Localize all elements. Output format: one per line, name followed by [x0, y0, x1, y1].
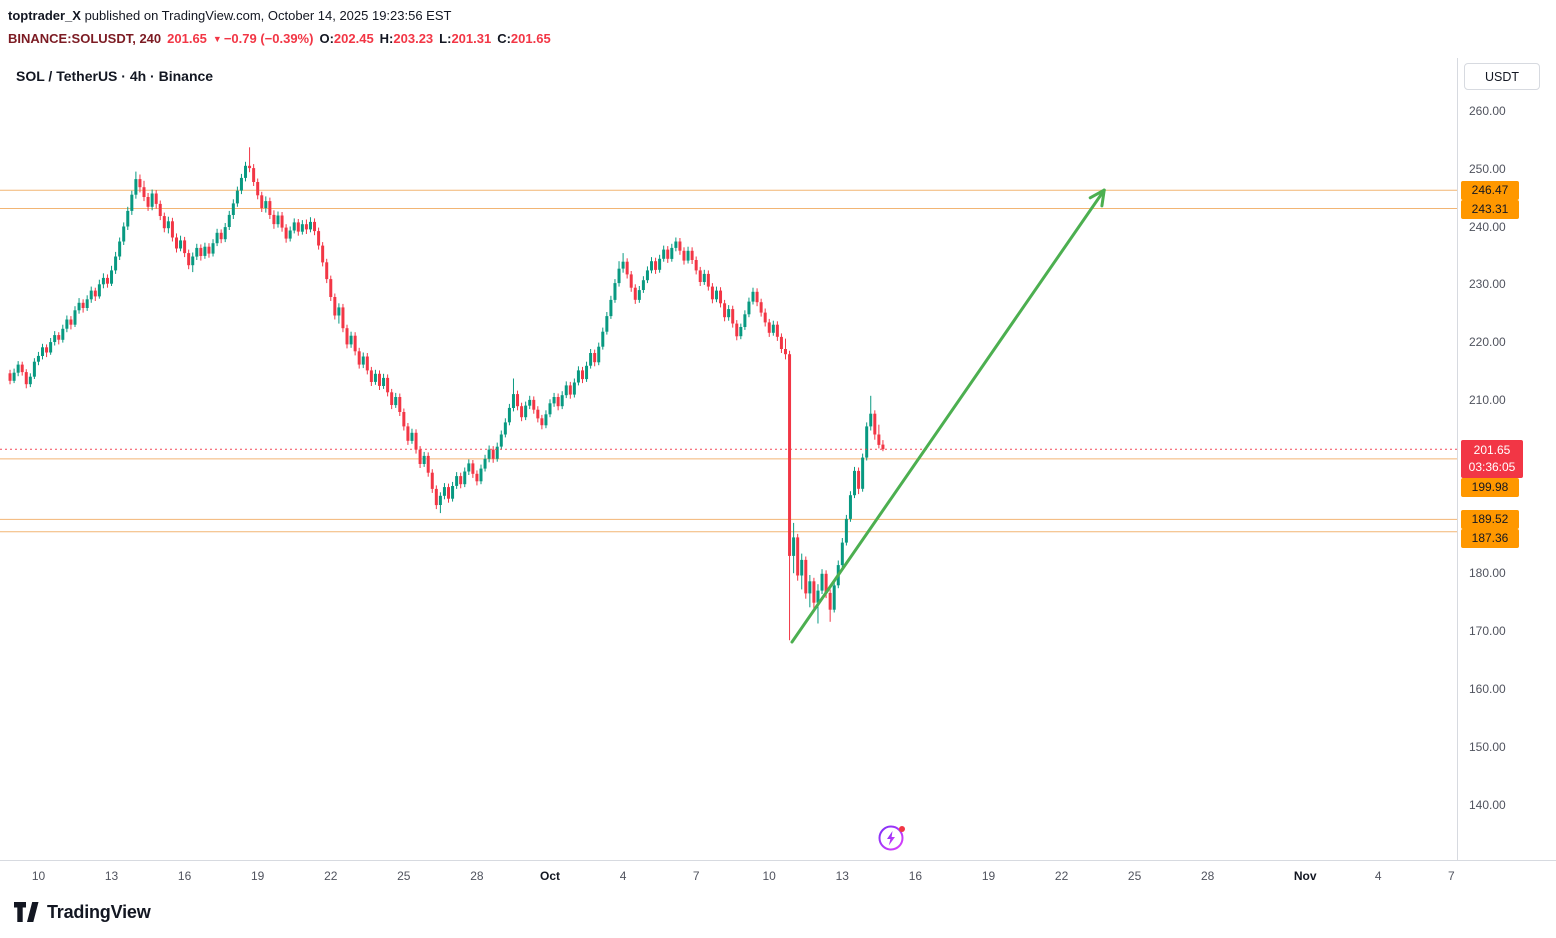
time-tick: 22 — [1054, 869, 1069, 883]
time-tick: 13 — [835, 869, 849, 883]
time-tick: 4 — [1374, 869, 1382, 883]
time-tick: 16 — [177, 869, 192, 883]
currency-toggle-button[interactable]: USDT — [1464, 63, 1540, 90]
level-badge: 199.98 — [1461, 478, 1519, 498]
current-price-badge: 201.65 03:36:05 — [1461, 440, 1523, 479]
level-badge: 246.47 — [1461, 181, 1519, 201]
time-tick: 19 — [981, 869, 996, 883]
time-tick: 16 — [908, 869, 923, 883]
price-tick: 210.00 — [1469, 393, 1506, 407]
close-label: C: — [497, 31, 511, 46]
chart-title: SOL / TetherUS · 4h · Binance — [16, 68, 214, 84]
author-name: toptrader_X — [8, 8, 81, 23]
trend-arrow[interactable] — [790, 188, 1106, 644]
price-tick: 170.00 — [1469, 624, 1506, 639]
price-tick: 220.00 — [1469, 335, 1506, 350]
time-tick: Nov — [1293, 869, 1317, 883]
time-tick: 4 — [619, 869, 627, 883]
price-tick: 180.00 — [1469, 566, 1506, 581]
time-tick: 10 — [762, 869, 776, 883]
time-tick: 28 — [1201, 869, 1215, 883]
high-value: 203.23 — [393, 31, 434, 46]
price-axis[interactable]: 260.00 250.00 240.00 230.00 220.00 210.00 180.… — [1457, 58, 1556, 860]
price-tick: 140.00 — [1469, 797, 1506, 812]
time-tick: 28 — [470, 869, 484, 883]
price-tick: 240.00 — [1469, 219, 1506, 234]
close-value: 201.65 — [510, 31, 551, 46]
low-value: 201.31 — [451, 31, 492, 46]
time-tick: 25 — [1127, 869, 1142, 883]
high-label: H: — [379, 31, 394, 46]
time-tick: 25 — [397, 869, 411, 883]
low-label: L: — [439, 31, 452, 46]
open-value: 202.45 — [333, 31, 374, 46]
time-tick: 19 — [251, 869, 265, 883]
symbol-name: BINANCE:SOLUSDT, 240 — [8, 31, 162, 46]
price-tick: 230.00 — [1469, 277, 1506, 292]
price-tick: 250.00 — [1469, 161, 1506, 176]
time-tick: Oct — [539, 869, 561, 883]
price-tick: 260.00 — [1469, 104, 1506, 119]
time-tick: 22 — [324, 869, 338, 883]
chart-plot-area[interactable] — [0, 58, 1457, 860]
attribution-line: toptrader_X published on TradingView.com… — [8, 8, 451, 23]
down-triangle-icon: ▼ — [212, 34, 222, 44]
time-tick: 13 — [104, 869, 119, 883]
candlestick-series — [8, 147, 885, 641]
chart-region: SOL / TetherUS · 4h · Binance USDT 260.0… — [0, 58, 1556, 860]
attribution-text: published on TradingView.com, October 14… — [80, 8, 452, 23]
level-badge: 187.36 — [1461, 529, 1519, 549]
candle-countdown: 03:36:05 — [1468, 460, 1516, 475]
last-price: 201.65 — [167, 31, 207, 46]
open-label: O: — [319, 31, 334, 46]
time-tick: 7 — [1447, 869, 1455, 883]
time-tick: 10 — [31, 869, 46, 883]
current-price-value: 201.65 — [1473, 443, 1511, 458]
price-tick: 160.00 — [1469, 682, 1506, 696]
tradingview-watermark: TradingView — [14, 900, 151, 924]
level-badge: 189.52 — [1461, 510, 1519, 530]
symbol-status-line: BINANCE:SOLUSDT, 240 201.65 ▼ −0.79 (−0.39%… — [8, 31, 557, 46]
tradingview-wordmark: TradingView — [47, 901, 151, 922]
price-tick: 150.00 — [1469, 739, 1506, 754]
tradingview-logo-icon — [14, 902, 39, 922]
time-tick: 7 — [692, 869, 700, 883]
price-change: −0.79 (−0.39%) — [223, 31, 314, 46]
lightning-sticker-icon[interactable] — [877, 823, 907, 853]
time-axis[interactable]: 10 13 16 19 22 25 28 Oct 4 7 10 13 16 19 22 25 28 Nov 4 7 — [0, 860, 1556, 890]
level-badge: 243.31 — [1461, 200, 1519, 220]
footer: TradingView — [0, 890, 1556, 938]
snapshot-header: toptrader_X published on TradingView.com… — [0, 0, 1556, 58]
